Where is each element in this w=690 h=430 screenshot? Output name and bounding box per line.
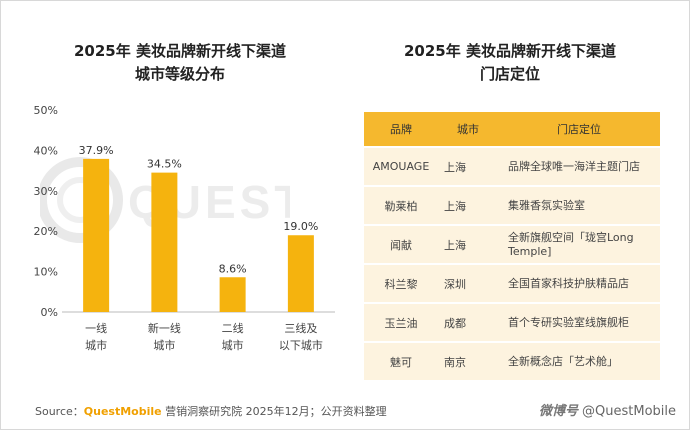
store-positioning-table: 品牌 城市 门店定位 AMOUAGE 上海 品牌全球唯一海洋主题门店 勒莱柏 上… <box>364 112 660 380</box>
header-city: 城市 <box>438 112 498 147</box>
bar <box>287 235 314 312</box>
chart-title-line1: 2025年 美妆品牌新开线下渠道 <box>74 42 286 60</box>
cell-position: 集雅香氛实验室 <box>498 185 660 225</box>
table-title: 2025年 美妆品牌新开线下渠道 门店定位 <box>355 40 665 86</box>
x-tick-label: 城市 <box>85 338 107 352</box>
y-tick-label: 50% <box>34 104 58 117</box>
bar <box>151 172 178 312</box>
table-row: 闻献 上海 全新旗舰空间「珑宫Long Temple] <box>364 224 660 264</box>
x-tick-label: 以下城市 <box>279 338 323 352</box>
table-title-line1: 2025年 美妆品牌新开线下渠道 <box>404 42 616 60</box>
table-header-row: 品牌 城市 门店定位 <box>364 112 660 147</box>
cell-brand: 魅可 <box>364 341 438 380</box>
cell-brand: 玉兰油 <box>364 302 438 342</box>
weibo-handle: @QuestMobile <box>582 404 676 419</box>
cell-city: 上海 <box>438 224 498 264</box>
table-title-line2: 门店定位 <box>479 65 540 83</box>
cell-city: 成都 <box>438 302 498 342</box>
source-text: 营销洞察研究院 2025年12月；公开资料整理 <box>161 405 387 418</box>
y-tick-label: 30% <box>34 185 58 198</box>
table-row: 魅可 南京 全新概念店「艺术舱」 <box>364 341 660 380</box>
cell-brand: 勒莱柏 <box>364 185 438 225</box>
cell-position: 全新旗舰空间「珑宫Long Temple] <box>498 224 660 264</box>
table-row: AMOUAGE 上海 品牌全球唯一海洋主题门店 <box>364 146 660 186</box>
cell-city: 上海 <box>438 146 498 186</box>
table-row: 玉兰油 成都 首个专研实验室线旗舰柜 <box>364 302 660 342</box>
data-label: 37.9% <box>79 144 114 157</box>
y-tick-label: 40% <box>34 144 58 157</box>
data-label: 34.5% <box>147 158 182 171</box>
data-label: 19.0% <box>283 220 318 233</box>
source-prefix: Source： <box>35 405 84 418</box>
cell-position: 首个专研实验室线旗舰柜 <box>498 302 660 342</box>
chart-title-line2: 城市等级分布 <box>134 65 225 83</box>
cell-brand: 科兰黎 <box>364 263 438 303</box>
cell-city: 南京 <box>438 341 498 380</box>
cell-position: 全国首家科技护肤精品店 <box>498 263 660 303</box>
data-label: 8.6% <box>219 262 247 275</box>
bar <box>219 277 246 312</box>
weibo-mark: 微博号 <box>539 404 579 419</box>
cell-city: 上海 <box>438 185 498 225</box>
cell-city: 深圳 <box>438 263 498 303</box>
x-tick-label: 城市 <box>222 338 244 352</box>
y-tick-label: 10% <box>34 266 58 279</box>
x-tick-label: 新一线 <box>148 321 181 335</box>
x-tick-label: 城市 <box>153 338 175 352</box>
source-note: Source：QuestMobile 营销洞察研究院 2025年12月；公开资料… <box>35 403 387 419</box>
bar <box>83 158 110 312</box>
header-brand: 品牌 <box>364 112 438 147</box>
header-position: 门店定位 <box>498 112 660 147</box>
weibo-logo: 微博号 @QuestMobile <box>539 400 676 419</box>
source-brand: QuestMobile <box>83 405 162 418</box>
y-tick-label: 20% <box>34 225 58 238</box>
x-tick-label: 三线及 <box>284 321 317 335</box>
y-tick-label: 0% <box>41 306 58 319</box>
cell-position: 品牌全球唯一海洋主题门店 <box>498 146 660 186</box>
x-tick-label: 一线 <box>85 321 107 335</box>
table-row: 勒莱柏 上海 集雅香氛实验室 <box>364 185 660 225</box>
cell-brand: 闻献 <box>364 224 438 264</box>
cell-position: 全新概念店「艺术舱」 <box>498 341 660 380</box>
x-tick-label: 二线 <box>222 321 244 335</box>
cell-brand: AMOUAGE <box>364 146 438 186</box>
chart-title: 2025年 美妆品牌新开线下渠道 城市等级分布 <box>40 40 320 86</box>
table-row: 科兰黎 深圳 全国首家科技护肤精品店 <box>364 263 660 303</box>
